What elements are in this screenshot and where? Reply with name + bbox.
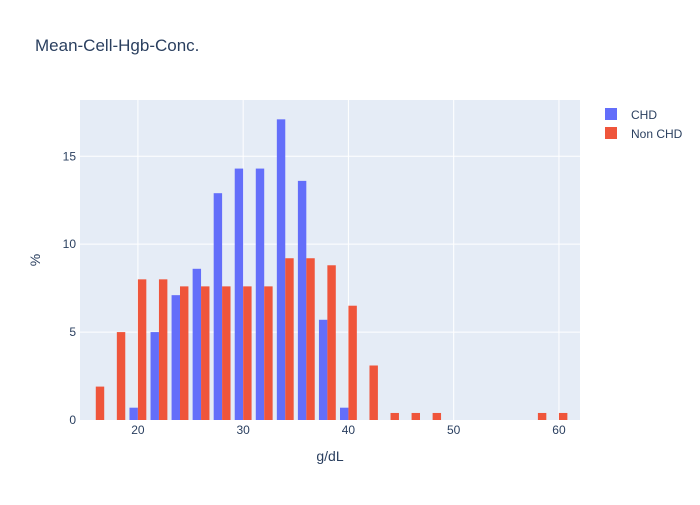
bar-non-chd[interactable]: [116, 332, 126, 420]
x-tick-label: 20: [131, 423, 145, 437]
bar-non-chd[interactable]: [558, 412, 568, 420]
legend-item-non-chd[interactable]: Non CHD: [605, 127, 683, 141]
bar-non-chd[interactable]: [327, 265, 336, 420]
legend-label-non-chd: Non CHD: [631, 127, 683, 141]
bar-non-chd[interactable]: [285, 258, 294, 420]
bar-chd[interactable]: [150, 332, 159, 420]
bar-non-chd[interactable]: [369, 365, 378, 420]
y-axis-label: %: [27, 254, 43, 266]
bars-layer: [95, 119, 568, 420]
legend-label-chd: CHD: [631, 108, 657, 122]
bar-non-chd[interactable]: [411, 412, 420, 420]
bar-non-chd[interactable]: [306, 258, 315, 420]
bar-non-chd[interactable]: [180, 286, 189, 420]
x-axis-label: g/dL: [316, 448, 343, 464]
bar-non-chd[interactable]: [201, 286, 210, 420]
y-tick-label: 0: [69, 413, 76, 427]
bar-non-chd[interactable]: [137, 279, 147, 420]
y-tick-label: 5: [69, 325, 76, 339]
x-tick-label: 50: [447, 423, 461, 437]
bar-chd[interactable]: [234, 168, 244, 420]
bar-non-chd[interactable]: [348, 305, 357, 420]
bar-non-chd[interactable]: [390, 412, 399, 420]
bar-chd[interactable]: [276, 119, 286, 420]
bar-non-chd[interactable]: [537, 412, 547, 420]
x-tick-label: 40: [342, 423, 356, 437]
legend-item-chd[interactable]: CHD: [605, 108, 657, 122]
chart-title: Mean-Cell-Hgb-Conc.: [35, 36, 199, 55]
bar-chd[interactable]: [213, 193, 223, 420]
bar-chd[interactable]: [297, 180, 307, 420]
x-axis-ticks: 20 30 40 50 60: [131, 423, 566, 437]
bar-chd[interactable]: [318, 319, 328, 420]
bar-chd[interactable]: [255, 168, 265, 420]
bar-non-chd[interactable]: [264, 286, 273, 420]
x-tick-label: 30: [236, 423, 250, 437]
bar-non-chd[interactable]: [243, 286, 252, 420]
y-tick-label: 10: [63, 237, 77, 251]
legend[interactable]: CHD Non CHD: [605, 108, 683, 141]
bar-chd[interactable]: [340, 407, 349, 420]
legend-swatch-chd: [605, 108, 617, 120]
legend-swatch-non-chd: [605, 127, 617, 139]
y-tick-label: 15: [63, 149, 77, 163]
bar-chd[interactable]: [192, 268, 202, 420]
bar-chd[interactable]: [171, 295, 180, 420]
bar-non-chd[interactable]: [432, 412, 442, 420]
bar-chd[interactable]: [129, 407, 138, 420]
x-tick-label: 60: [552, 423, 566, 437]
bar-non-chd[interactable]: [222, 286, 231, 420]
bar-non-chd[interactable]: [158, 279, 168, 420]
y-axis-ticks: 0 5 10 15: [63, 149, 77, 427]
bar-non-chd[interactable]: [95, 386, 105, 420]
